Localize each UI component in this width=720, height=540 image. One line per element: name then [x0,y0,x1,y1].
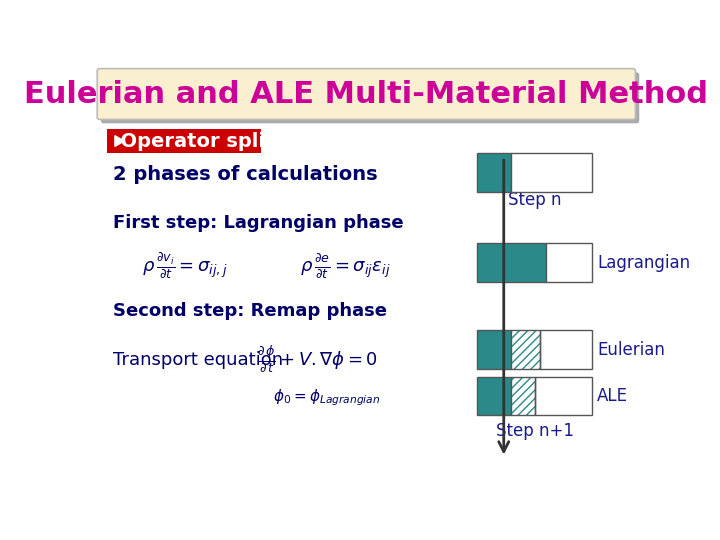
Text: $\phi_0=\phi_{Lagrangian}$: $\phi_0=\phi_{Lagrangian}$ [273,387,380,408]
Text: ALE: ALE [597,387,628,405]
Bar [477,153,511,192]
Text: Eulerian and ALE Multi-Material Method: Eulerian and ALE Multi-Material Method [24,79,708,109]
Bar [546,244,593,282]
Bar [511,330,540,369]
Bar [477,244,546,282]
Bar [477,377,511,415]
Bar [534,377,593,415]
Text: Transport equation: Transport equation [113,350,284,369]
Text: Operator split: Operator split [107,132,274,151]
Text: $\frac{\partial\,\phi}{\partial\,t}+V.\nabla\phi=0$: $\frac{\partial\,\phi}{\partial\,t}+V.\n… [257,344,378,375]
Bar [107,130,261,153]
Bar [511,330,540,369]
Text: 2 phases of calculations: 2 phases of calculations [113,165,378,184]
FancyBboxPatch shape [101,72,639,123]
Text: Step n+1: Step n+1 [495,422,574,440]
Text: $\rho\,\frac{\partial v_i}{\partial t}=\sigma_{ij,j}$: $\rho\,\frac{\partial v_i}{\partial t}=\… [142,252,228,281]
Bar [511,153,593,192]
Bar [511,377,534,415]
Text: Lagrangian: Lagrangian [597,254,690,272]
Text: First step: Lagrangian phase: First step: Lagrangian phase [113,214,404,232]
Bar [540,330,593,369]
Bar [511,377,534,415]
Text: Second step: Remap phase: Second step: Remap phase [113,302,387,320]
Text: Eulerian: Eulerian [597,341,665,359]
Text: $\rho\,\frac{\partial e}{\partial t}=\sigma_{ij}\varepsilon_{ij}$: $\rho\,\frac{\partial e}{\partial t}=\si… [300,252,390,281]
Polygon shape [115,136,124,146]
FancyBboxPatch shape [97,69,636,119]
Text: Step n: Step n [508,191,562,208]
Bar [477,330,511,369]
